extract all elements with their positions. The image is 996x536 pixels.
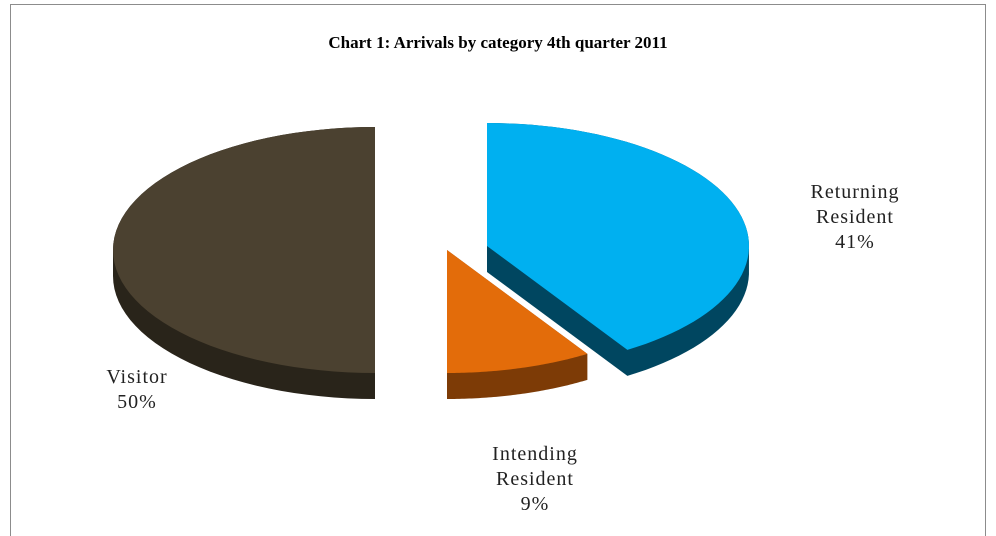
- slice: [113, 127, 375, 373]
- slice-value-label: 50%: [117, 391, 157, 413]
- chart-title: Chart 1: Arrivals by category 4th quarte…: [328, 33, 667, 52]
- slice-label: Returning Resident: [810, 181, 900, 228]
- slice: [487, 123, 749, 350]
- slice-label: Intending Resident: [492, 443, 578, 490]
- slice-value-label: 9%: [520, 493, 550, 515]
- slice-value-label: 41%: [835, 231, 875, 253]
- slice: [447, 250, 588, 373]
- slice-label: Visitor: [106, 366, 168, 388]
- pie: [113, 123, 749, 399]
